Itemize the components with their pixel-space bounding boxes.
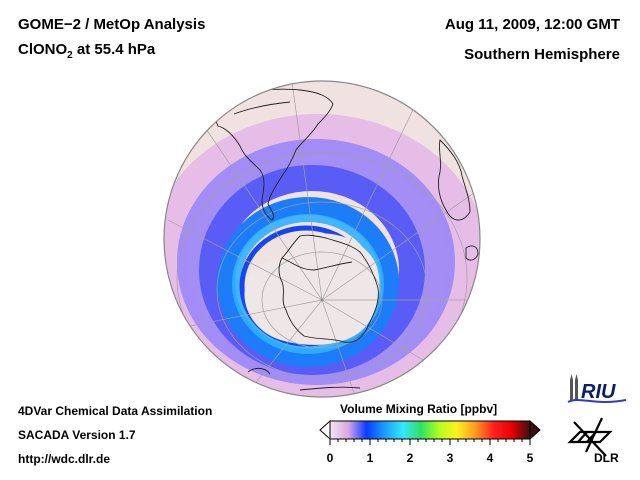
- field-band-outer: [164, 114, 480, 397]
- colorbar-ticks: [329, 439, 531, 445]
- dlr-emblem-icon: [567, 417, 613, 457]
- riu-logo: RIU: [566, 372, 628, 411]
- cathedral-icon: [570, 374, 578, 400]
- colorbar-extend-min: [319, 419, 331, 441]
- field-band-cyan: [232, 214, 384, 354]
- coastline-australia-edge: [299, 386, 361, 391]
- coastline-south-america: [213, 88, 334, 221]
- riu-text: RIU: [581, 381, 616, 403]
- species-subscript: 2: [67, 50, 73, 61]
- hemisphere-label: Southern Hemisphere: [464, 46, 620, 63]
- colorbar: [319, 419, 541, 445]
- dlr-logo: DLR: [566, 416, 628, 473]
- coastline-madagascar: [465, 245, 479, 261]
- river-wave-icon: [567, 399, 627, 403]
- dlr-text: DLR: [594, 451, 619, 465]
- footer-version: SACADA Version 1.7: [18, 428, 136, 442]
- coastline-amazon: [233, 101, 291, 115]
- colorbar-extend-max: [529, 419, 541, 441]
- coastline-antarctica: [278, 234, 379, 343]
- vortex-core: [244, 233, 380, 345]
- field-band-vortex-edge: [217, 197, 399, 367]
- title-instrument: GOME−2 / MetOp Analysis: [18, 16, 206, 33]
- species-name: ClONO: [18, 41, 68, 58]
- south-pole-marker: [320, 298, 324, 302]
- footer-method: 4DVar Chemical Data Assimilation: [18, 404, 213, 418]
- colorbar-tick-label: 0: [326, 451, 334, 465]
- colorbar-bar: [329, 420, 531, 440]
- colorbar-tick-label: 3: [446, 451, 454, 465]
- title-species: ClONO2 at 55.4 hPa: [18, 41, 155, 61]
- colorbar-tick-label: 2: [406, 451, 414, 465]
- coastline-islands: [247, 367, 271, 375]
- coastline-antarctic-peninsula: [281, 257, 353, 271]
- globe-outline: [163, 80, 481, 398]
- colorbar-tick-label: 5: [526, 451, 534, 465]
- globe-field: [164, 81, 480, 397]
- datetime-label: Aug 11, 2009, 12:00 GMT: [444, 16, 620, 33]
- colorbar-tick-label: 1: [366, 451, 374, 465]
- coastlines: [213, 88, 479, 391]
- coastline-africa: [437, 139, 471, 221]
- species-level: at 55.4 hPa: [72, 41, 156, 58]
- graticule: [167, 81, 480, 397]
- colorbar-tick-label: 4: [486, 451, 494, 465]
- footer-url[interactable]: http://wdc.dlr.de: [18, 452, 110, 466]
- colorbar-title: Volume Mixing Ratio [ppbv]: [340, 402, 498, 416]
